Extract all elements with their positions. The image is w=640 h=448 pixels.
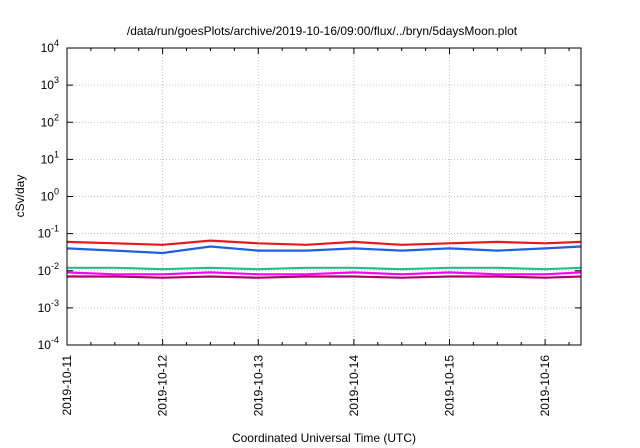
y-axis-ticks: 104 103 102 101 100 10-1 10-2 10-3 10-4 xyxy=(38,38,581,352)
y-tick-label: 10-2 xyxy=(38,261,59,278)
x-axis-label: Coordinated Universal Time (UTC) xyxy=(232,431,416,445)
x-tick-label: 2019-10-14 xyxy=(347,355,361,417)
plot-frame xyxy=(66,47,582,346)
y-tick-label: 102 xyxy=(41,112,59,129)
series-line xyxy=(66,245,582,255)
x-tick-label: 2019-10-11 xyxy=(60,355,74,416)
grid xyxy=(67,48,581,345)
x-tick-label: 2019-10-15 xyxy=(443,355,457,417)
y-tick-label: 103 xyxy=(41,75,59,92)
x-tick-label: 2019-10-13 xyxy=(251,355,265,417)
y-tick-label: 100 xyxy=(41,187,59,204)
series-line xyxy=(66,271,582,276)
series-line xyxy=(67,275,582,279)
y-axis-label: cSv/day xyxy=(13,175,27,218)
y-tick-label: 10-4 xyxy=(38,335,59,352)
y-tick-label: 10-1 xyxy=(38,224,59,241)
series-lines xyxy=(66,239,582,279)
y-tick-label: 10-3 xyxy=(38,298,59,315)
y-tick-label: 104 xyxy=(41,38,59,55)
x-axis-ticks: 2019-10-11 2019-10-12 2019-10-13 2019-10-14… xyxy=(60,48,570,417)
y-tick-label: 101 xyxy=(41,149,59,166)
x-tick-label: 2019-10-12 xyxy=(156,355,170,417)
series-line xyxy=(66,239,582,246)
chart-title: /data/run/goesPlots/archive/2019-10-16/0… xyxy=(127,24,518,38)
series-line xyxy=(67,266,582,271)
x-tick-label: 2019-10-16 xyxy=(538,355,552,417)
